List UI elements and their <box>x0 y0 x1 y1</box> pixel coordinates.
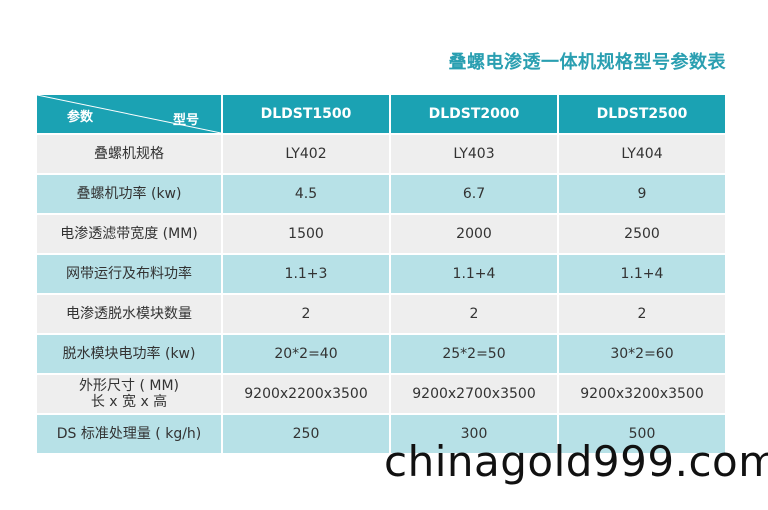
row-label: 叠螺机功率 (kw) <box>37 175 221 213</box>
row-label: 脱水模块电功率 (kw) <box>37 335 221 373</box>
table-cell: 1.1+4 <box>559 255 725 293</box>
model-header-3: DLDST2500 <box>559 95 725 133</box>
table-cell: 1.1+3 <box>223 255 389 293</box>
row-label: 电渗透脱水模块数量 <box>37 295 221 333</box>
table-cell: 1500 <box>223 215 389 253</box>
watermark-text: chinagold999.com <box>384 437 768 486</box>
model-header-label: 型号 <box>172 113 199 128</box>
row-label: DS 标准处理量 ( kg/h) <box>37 415 221 453</box>
table-row: 电渗透滤带宽度 (MM) 1500 2000 2500 <box>37 215 725 253</box>
table-cell: 2 <box>391 295 557 333</box>
table-row: 脱水模块电功率 (kw) 20*2=40 25*2=50 30*2=60 <box>37 335 725 373</box>
table-cell: 2500 <box>559 215 725 253</box>
table-row: 外形尺寸 ( MM) 长 x 宽 x 高 9200x2200x3500 9200… <box>37 375 725 413</box>
table-cell: 1.1+4 <box>391 255 557 293</box>
table-cell: 9 <box>559 175 725 213</box>
table-cell: 9200x2200x3500 <box>223 375 389 413</box>
table-cell: LY403 <box>391 135 557 173</box>
table-row: 叠螺机规格 LY402 LY403 LY404 <box>37 135 725 173</box>
table-cell: 250 <box>223 415 389 453</box>
model-header-1: DLDST1500 <box>223 95 389 133</box>
row-label: 网带运行及布料功率 <box>37 255 221 293</box>
row-label: 外形尺寸 ( MM) 长 x 宽 x 高 <box>37 375 221 413</box>
table-cell: 300 <box>391 415 557 453</box>
table-cell: 500 <box>559 415 725 453</box>
header-row: 参数 型号 DLDST1500 DLDST2000 DLDST2500 <box>37 95 725 133</box>
row-label: 电渗透滤带宽度 (MM) <box>37 215 221 253</box>
model-header-2: DLDST2000 <box>391 95 557 133</box>
corner-header-cell: 参数 型号 <box>37 95 221 133</box>
table-cell: 30*2=60 <box>559 335 725 373</box>
table-cell: 2000 <box>391 215 557 253</box>
row-label: 叠螺机规格 <box>37 135 221 173</box>
table-cell: 9200x3200x3500 <box>559 375 725 413</box>
table-row: 电渗透脱水模块数量 2 2 2 <box>37 295 725 333</box>
table-cell: LY404 <box>559 135 725 173</box>
table-cell: LY402 <box>223 135 389 173</box>
table-cell: 6.7 <box>391 175 557 213</box>
row-label-sub: 长 x 宽 x 高 <box>90 394 168 410</box>
table-row: 叠螺机功率 (kw) 4.5 6.7 9 <box>37 175 725 213</box>
spec-table: 参数 型号 DLDST1500 DLDST2000 DLDST2500 叠螺机规… <box>35 93 727 455</box>
table-row: 网带运行及布料功率 1.1+3 1.1+4 1.1+4 <box>37 255 725 293</box>
table-cell: 2 <box>223 295 389 333</box>
table-row: DS 标准处理量 ( kg/h) 250 300 500 <box>37 415 725 453</box>
table-cell: 2 <box>559 295 725 333</box>
diagonal-divider <box>37 95 221 133</box>
table-cell: 20*2=40 <box>223 335 389 373</box>
param-header-label: 参数 <box>67 110 94 125</box>
row-label-main: 外形尺寸 ( MM) <box>79 378 179 394</box>
table-cell: 25*2=50 <box>391 335 557 373</box>
table-cell: 4.5 <box>223 175 389 213</box>
table-cell: 9200x2700x3500 <box>391 375 557 413</box>
page-title: 叠螺电渗透一体机规格型号参数表 <box>448 52 726 73</box>
